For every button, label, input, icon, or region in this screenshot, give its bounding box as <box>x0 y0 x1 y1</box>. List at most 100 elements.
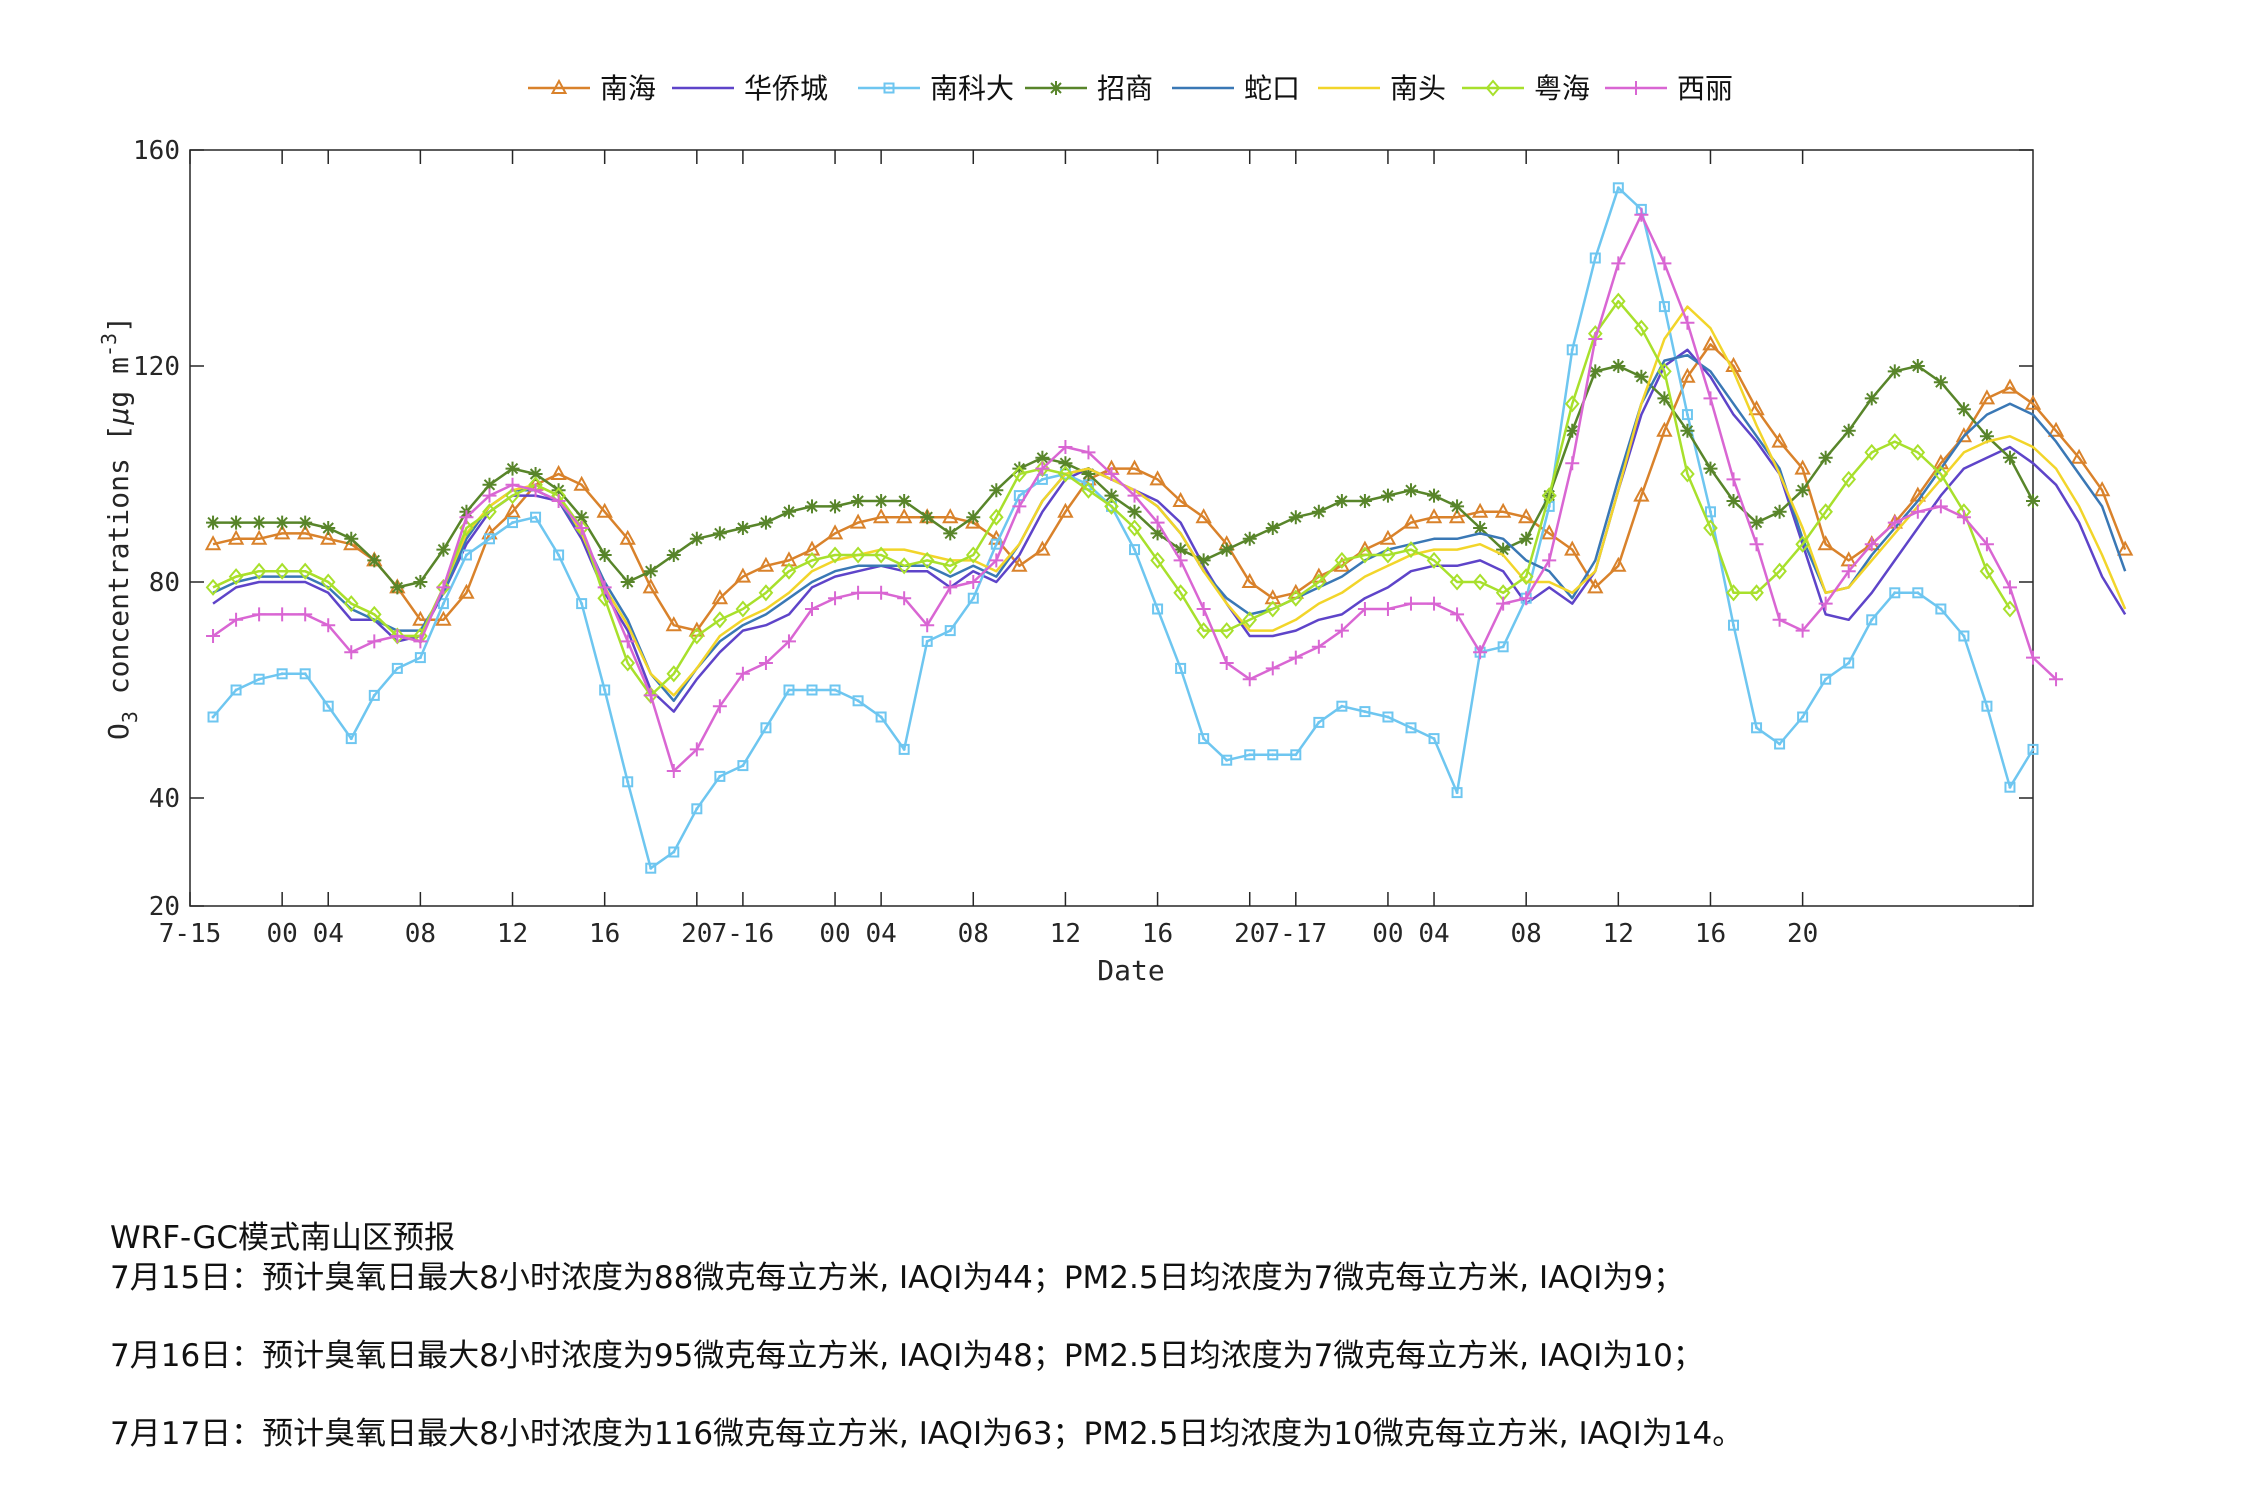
data-point <box>921 635 933 647</box>
data-point <box>1288 510 1303 525</box>
data-point <box>436 542 451 557</box>
data-point <box>1288 650 1303 665</box>
data-point <box>805 602 820 616</box>
data-point-dot <box>810 688 814 692</box>
data-point <box>1610 556 1627 572</box>
data-point <box>1175 662 1187 674</box>
data-point <box>666 764 681 778</box>
data-point <box>734 567 752 583</box>
data-point <box>390 580 405 595</box>
data-point <box>2001 378 2019 394</box>
data-point <box>1817 535 1834 551</box>
data-point <box>1058 465 1073 483</box>
data-point <box>1311 639 1326 654</box>
data-point-dot <box>1847 661 1851 665</box>
data-point-dot <box>994 542 998 546</box>
data-point <box>1728 619 1740 631</box>
x-tick-label: 12 <box>1050 919 1081 949</box>
data-point-dot <box>1386 715 1390 719</box>
x-tick-label: 08 <box>1511 919 1542 949</box>
data-point <box>1244 749 1256 761</box>
data-point <box>1541 487 1557 505</box>
data-point <box>1726 584 1741 602</box>
data-point-dot <box>1501 645 1505 649</box>
data-point <box>1081 467 1096 481</box>
data-point <box>1334 623 1349 638</box>
data-point <box>507 517 519 529</box>
data-point <box>412 610 429 626</box>
data-point <box>1104 497 1119 515</box>
data-point <box>1494 502 1512 518</box>
data-point <box>1588 332 1603 346</box>
data-point <box>1702 335 1719 351</box>
data-point <box>1402 513 1420 529</box>
x-tick-label: 12 <box>1603 919 1634 949</box>
data-point-dot <box>1824 677 1828 681</box>
data-point <box>620 575 635 589</box>
data-point <box>391 662 403 674</box>
series-7 <box>205 292 2018 704</box>
data-point <box>1195 508 1212 524</box>
data-point <box>505 461 520 476</box>
data-point <box>1496 596 1511 611</box>
data-point <box>1242 672 1257 687</box>
data-point-dot <box>1040 477 1044 481</box>
data-point-dot <box>1202 737 1206 741</box>
data-point <box>2026 650 2040 665</box>
data-point-dot <box>2008 785 2012 789</box>
data-point <box>1634 369 1649 384</box>
data-point <box>1864 391 1879 406</box>
data-point <box>1935 603 1947 615</box>
data-point-dot <box>764 726 768 730</box>
data-point-dot <box>695 807 699 811</box>
data-point <box>826 524 844 540</box>
data-point-dot <box>1662 305 1666 309</box>
x-tick-label: 04 <box>313 919 344 949</box>
data-point <box>1035 450 1050 465</box>
data-point <box>942 557 958 575</box>
series-8 <box>206 207 2064 778</box>
data-point <box>1933 465 1949 483</box>
x-tick-label: 7-16 <box>712 919 775 949</box>
x-tick-label: 20 <box>681 919 712 949</box>
data-point <box>1611 256 1626 271</box>
data-point <box>942 508 959 524</box>
data-point <box>1357 494 1372 508</box>
data-point <box>483 533 495 545</box>
legend-label: 蛇口 <box>1244 72 1300 105</box>
data-point <box>1958 630 1970 642</box>
data-point-dot <box>626 780 630 784</box>
data-point <box>345 733 357 745</box>
data-point <box>276 668 288 680</box>
data-point <box>781 634 796 649</box>
data-point <box>1242 531 1257 546</box>
data-point <box>1772 562 1787 580</box>
data-point-dot <box>511 521 515 525</box>
data-point <box>1221 754 1233 766</box>
data-point <box>804 551 820 569</box>
data-point <box>1150 551 1165 569</box>
data-point <box>482 488 497 503</box>
data-point <box>1034 540 1051 556</box>
x-tick-label: 16 <box>1142 919 1173 949</box>
data-point <box>1405 722 1417 734</box>
data-point <box>252 515 267 530</box>
data-point <box>1379 529 1397 545</box>
data-point <box>2047 421 2065 437</box>
data-point <box>390 629 405 643</box>
y-tick-label: 80 <box>149 568 180 598</box>
data-point-dot <box>1547 504 1551 508</box>
data-point-dot <box>856 699 860 703</box>
data-point <box>1196 622 1211 640</box>
data-point-dot <box>1179 666 1183 670</box>
data-point <box>344 531 359 546</box>
data-point <box>1956 510 1971 525</box>
data-point <box>1311 573 1327 591</box>
data-point <box>227 529 245 545</box>
data-point <box>1173 553 1188 568</box>
data-point <box>1049 81 1063 95</box>
legend-entry: 南头 <box>1318 72 1446 105</box>
forecast-day-0717: 7月17日：预计臭氧日最大8小时浓度为116微克每立方米, IAQI为63；PM… <box>110 1416 1744 1452</box>
data-point <box>851 585 866 600</box>
data-point-dot <box>1939 607 1943 611</box>
